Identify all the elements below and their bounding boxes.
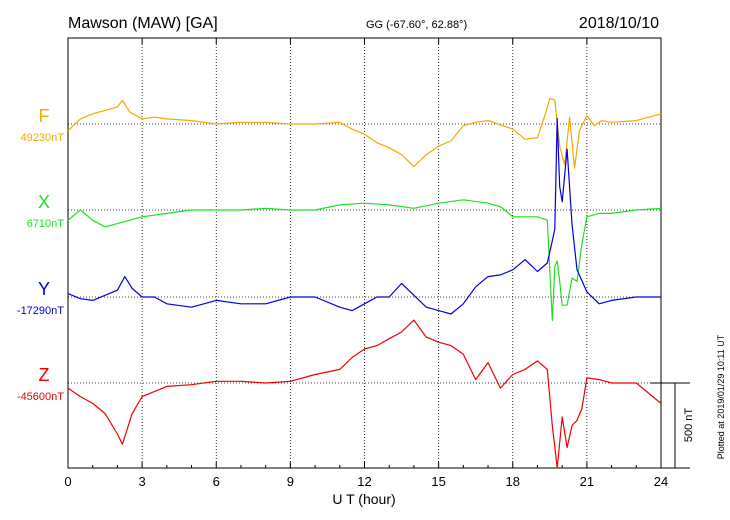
x-tick-label: 12: [357, 474, 371, 489]
x-tick-label: 3: [139, 474, 146, 489]
series-line-y: [67, 117, 661, 315]
plot-frame: [67, 37, 662, 469]
series-layer: [67, 97, 662, 469]
x-tick-label: 18: [506, 474, 520, 489]
station-title: Mawson (MAW) [GA]: [68, 15, 218, 32]
x-tick-label: 6: [213, 474, 220, 489]
x-tick-label: 15: [431, 474, 445, 489]
x-tick-label: 0: [64, 474, 71, 489]
series-name-x: X: [38, 192, 50, 212]
series-name-y: Y: [38, 279, 50, 299]
series-line-x: [67, 199, 662, 322]
plotted-at-note: Plotted at 2019/01/29 10:11 UT: [716, 334, 726, 459]
scale-bar: 500 nT: [650, 382, 695, 469]
series-baseline-f: 49230nT: [21, 132, 65, 144]
grid-layer: [141, 38, 588, 468]
x-axis-label: U T (hour): [332, 491, 395, 507]
series-label-layer: F 49230nT X 6710nT Y -17290nT Z -45600nT: [17, 106, 64, 403]
series-baseline-z: -45600nT: [17, 391, 64, 403]
series-line-f: [67, 97, 662, 169]
date-label: 2018/10/10: [579, 15, 659, 32]
x-tick-label: 9: [287, 474, 294, 489]
series-name-z: Z: [39, 365, 50, 385]
series-name-f: F: [39, 106, 50, 126]
x-tick-label: 24: [654, 474, 668, 489]
series-baseline-y: -17290nT: [17, 305, 64, 317]
x-axis-ticks: 0 3 6 9 12 15 18 21 24: [64, 38, 668, 489]
coordinates-label: GG (-67.60°, 62.88°): [366, 19, 467, 31]
x-tick-label: 21: [580, 474, 594, 489]
scale-bar-label: 500 nT: [683, 408, 695, 443]
series-baseline-x: 6710nT: [27, 218, 65, 230]
series-line-z: [67, 319, 662, 469]
